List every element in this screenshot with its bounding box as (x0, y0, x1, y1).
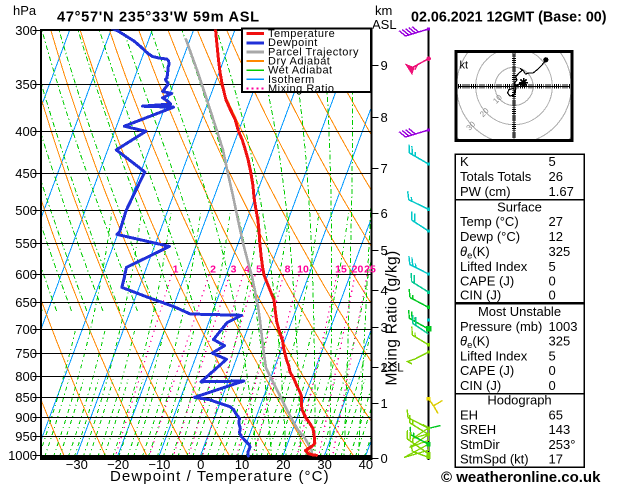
svg-text:hPa: hPa (13, 3, 37, 18)
svg-text:2: 2 (210, 264, 216, 276)
svg-text:10: 10 (297, 264, 309, 276)
svg-text:1003: 1003 (549, 319, 578, 334)
svg-text:PW (cm): PW (cm) (460, 184, 511, 199)
svg-text:Dewp (°C): Dewp (°C) (460, 229, 520, 244)
svg-text:700: 700 (15, 322, 37, 337)
svg-text:5: 5 (549, 259, 556, 274)
svg-text:Wet Adiabat: Wet Adiabat (268, 65, 333, 77)
svg-text:EH: EH (460, 407, 478, 422)
svg-text:5: 5 (549, 154, 556, 169)
svg-text:400: 400 (15, 124, 37, 139)
svg-text:LCL: LCL (383, 363, 405, 375)
svg-text:8: 8 (381, 110, 388, 125)
svg-text:850: 850 (15, 390, 37, 405)
svg-text:CAPE (J): CAPE (J) (460, 363, 514, 378)
svg-text:15: 15 (335, 264, 347, 276)
svg-text:143: 143 (549, 422, 571, 437)
svg-text:2: 2 (381, 360, 388, 375)
svg-text:4: 4 (381, 283, 388, 298)
svg-text:12: 12 (549, 229, 563, 244)
svg-text:4: 4 (244, 264, 250, 276)
svg-text:550: 550 (15, 236, 37, 251)
svg-text:26: 26 (549, 169, 563, 184)
svg-text:950: 950 (15, 429, 37, 444)
svg-text:−10: −10 (148, 457, 170, 472)
svg-text:0: 0 (549, 363, 556, 378)
svg-text:Mixing Ratio (g/kg): Mixing Ratio (g/kg) (384, 251, 401, 386)
svg-text:km: km (375, 3, 392, 18)
svg-text:Hodograph: Hodograph (487, 393, 551, 408)
svg-text:300: 300 (15, 23, 37, 38)
svg-text:StmSpd (kt): StmSpd (kt) (460, 452, 529, 467)
svg-text:7: 7 (381, 161, 388, 176)
svg-text:−20: −20 (107, 457, 129, 472)
svg-text:CAPE (J): CAPE (J) (460, 274, 514, 289)
svg-text:1.67: 1.67 (549, 184, 574, 199)
svg-text:5: 5 (256, 264, 262, 276)
svg-text:0: 0 (549, 378, 556, 393)
svg-text:325: 325 (549, 334, 571, 349)
svg-text:1: 1 (381, 396, 388, 411)
svg-text:Lifted Index: Lifted Index (460, 259, 528, 274)
svg-text:5: 5 (381, 243, 388, 258)
svg-text:800: 800 (15, 369, 37, 384)
svg-text:ASL: ASL (372, 17, 397, 32)
svg-text:Temperature: Temperature (268, 28, 335, 40)
svg-text:20: 20 (276, 457, 290, 472)
svg-text:40: 40 (359, 457, 373, 472)
svg-text:0: 0 (549, 274, 556, 289)
svg-text:325: 325 (549, 244, 571, 259)
svg-text:500: 500 (15, 203, 37, 218)
svg-text:Temp (°C): Temp (°C) (460, 214, 519, 229)
svg-text:30: 30 (317, 457, 331, 472)
svg-text:17: 17 (549, 452, 563, 467)
svg-text:9: 9 (381, 58, 388, 73)
svg-text:CIN (J): CIN (J) (460, 287, 501, 302)
svg-text:Pressure (mb): Pressure (mb) (460, 319, 542, 334)
svg-text:Lifted Index: Lifted Index (460, 348, 528, 363)
svg-text:900: 900 (15, 410, 37, 425)
svg-text:Mixing Ratio: Mixing Ratio (268, 83, 335, 95)
svg-text:Dewpoint / Temperature (°C): Dewpoint / Temperature (°C) (110, 468, 330, 485)
svg-text:600: 600 (15, 267, 37, 282)
svg-text:650: 650 (15, 295, 37, 310)
svg-text:Isotherm: Isotherm (268, 74, 315, 86)
svg-text:5: 5 (549, 348, 556, 363)
svg-text:−30: −30 (66, 457, 88, 472)
svg-text:Dry Adiabat: Dry Adiabat (268, 56, 330, 68)
svg-text:1: 1 (173, 264, 179, 276)
svg-text:Dewpoint: Dewpoint (268, 37, 318, 49)
svg-text:0: 0 (381, 451, 388, 466)
svg-text:750: 750 (15, 346, 37, 361)
svg-text:3: 3 (231, 264, 237, 276)
svg-text:θe(K): θe(K) (460, 244, 490, 262)
svg-text:450: 450 (15, 166, 37, 181)
svg-text:02.06.2021 12GMT (Base: 00): 02.06.2021 12GMT (Base: 00) (411, 10, 607, 26)
svg-text:SREH: SREH (460, 422, 496, 437)
svg-text:kt: kt (460, 60, 469, 72)
svg-text:8: 8 (285, 264, 291, 276)
svg-text:27: 27 (549, 214, 563, 229)
svg-text:Most Unstable: Most Unstable (478, 304, 561, 319)
svg-text:20: 20 (352, 264, 364, 276)
svg-text:StmDir: StmDir (460, 437, 500, 452)
svg-text:25: 25 (364, 264, 376, 276)
svg-text:Parcel Trajectory: Parcel Trajectory (268, 46, 359, 58)
svg-text:0: 0 (549, 287, 556, 302)
svg-text:Surface: Surface (497, 200, 542, 215)
svg-text:3: 3 (381, 320, 388, 335)
svg-text:253°: 253° (549, 437, 576, 452)
svg-text:350: 350 (15, 77, 37, 92)
svg-text:Totals Totals: Totals Totals (460, 169, 532, 184)
svg-text:© weatheronline.co.uk: © weatheronline.co.uk (441, 469, 601, 486)
svg-text:47°57'N 235°33'W 59m ASL: 47°57'N 235°33'W 59m ASL (57, 10, 260, 26)
svg-text:θe(K): θe(K) (460, 334, 490, 352)
svg-text:0: 0 (197, 457, 204, 472)
svg-text:65: 65 (549, 407, 563, 422)
svg-text:K: K (460, 154, 469, 169)
svg-text:6: 6 (381, 206, 388, 221)
svg-text:10: 10 (235, 457, 249, 472)
svg-text:1000: 1000 (8, 448, 37, 463)
svg-text:CIN (J): CIN (J) (460, 378, 501, 393)
